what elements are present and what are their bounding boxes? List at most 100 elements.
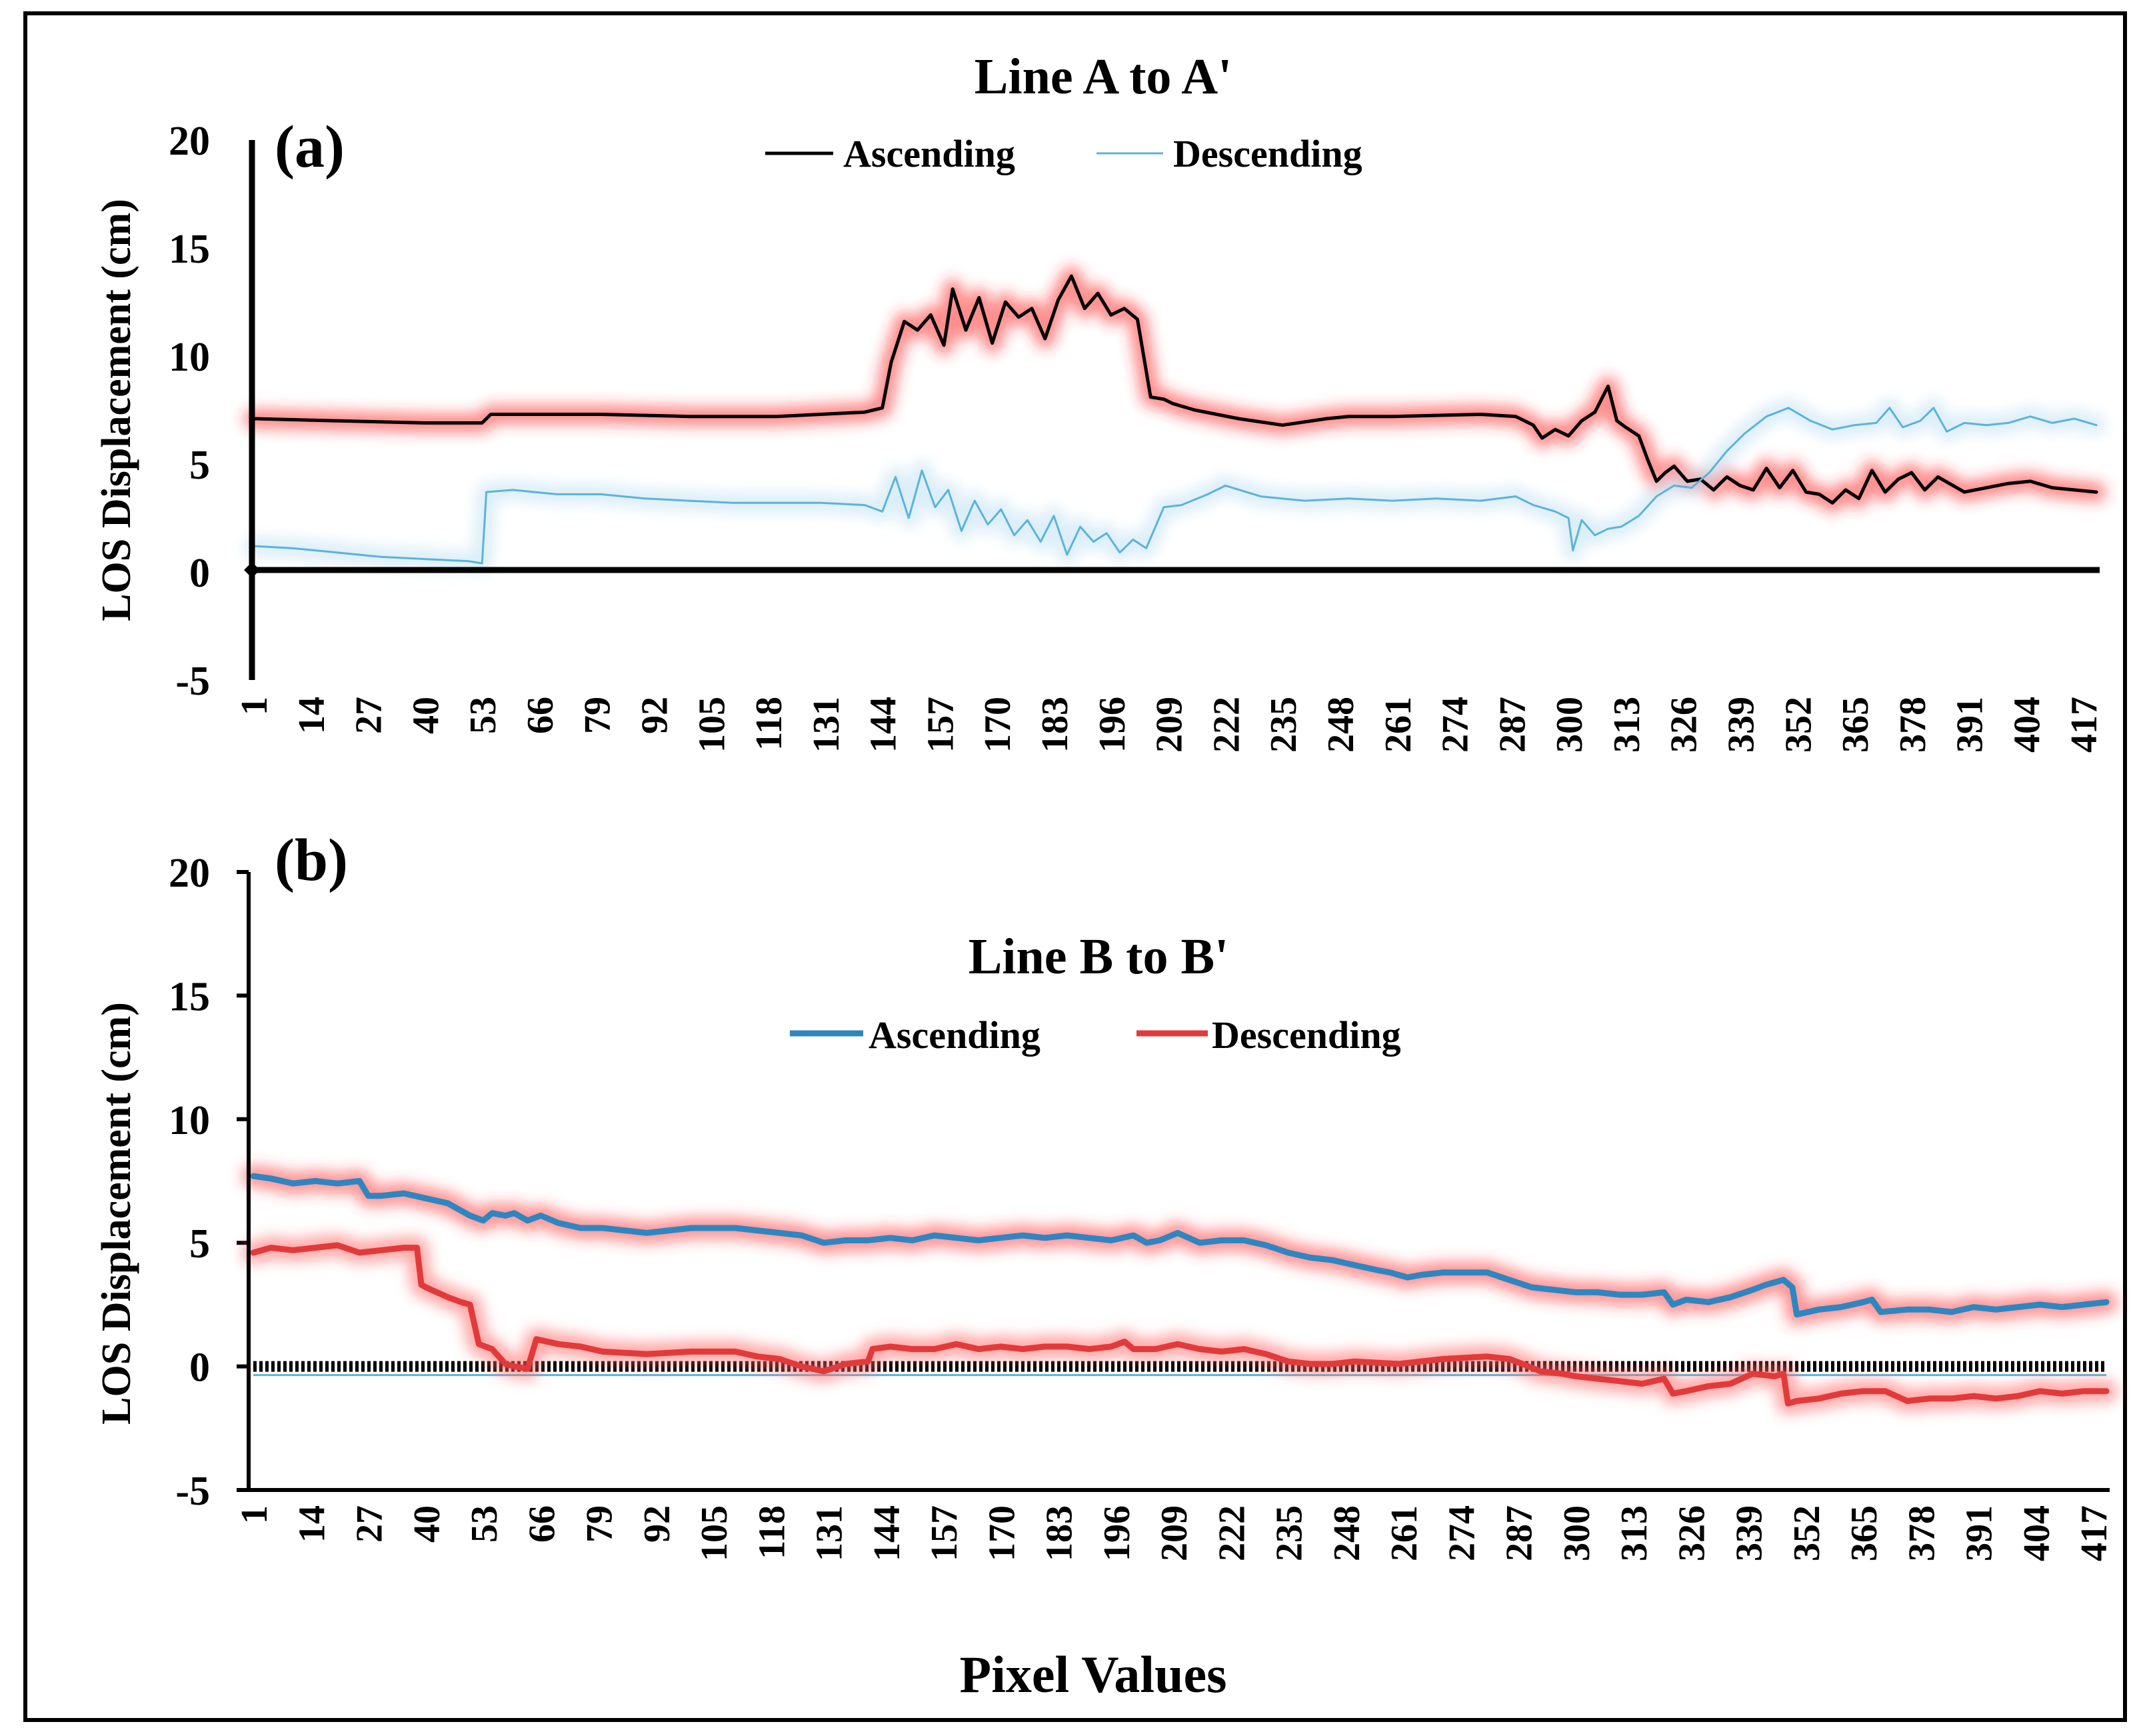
panel-a-origin-marker (244, 562, 260, 578)
panel-b-y-ticks: 20 15 10 5 0 -5 (169, 851, 249, 1514)
x-tick-label: 365 (1835, 697, 1876, 753)
x-tick-label: 300 (1549, 697, 1590, 753)
x-tick-label: 196 (1096, 1505, 1138, 1561)
x-tick-label: 27 (349, 1505, 391, 1543)
x-tick-label: 196 (1092, 697, 1133, 753)
panel-b-title: Line B to B' (969, 929, 1229, 985)
x-tick-label: 274 (1435, 697, 1476, 753)
x-tick-label: 404 (2006, 697, 2048, 753)
x-tick-label: 352 (1786, 1505, 1828, 1561)
x-tick-label: 27 (349, 697, 390, 734)
panel-a: Line A to A' (a) LOS Displacement (cm) A… (94, 49, 2106, 753)
y-tick-label: 15 (169, 227, 210, 272)
x-tick-label: 339 (1729, 1505, 1770, 1561)
x-tick-label: 170 (981, 1505, 1023, 1561)
panel-b-label: (b) (275, 827, 348, 893)
panel-b-x-ticks: 1 14 27 40 53 66 79 92 105 118 131 144 157 170 183 196 2… (234, 1505, 2115, 1561)
x-tick-label: 222 (1211, 1505, 1252, 1561)
y-tick-label: 10 (169, 1098, 210, 1143)
x-tick-label: 40 (407, 1505, 448, 1543)
x-tick-label: 352 (1778, 697, 1819, 753)
series-line-ascending (251, 274, 2098, 505)
x-tick-label: 222 (1206, 697, 1247, 753)
legend-a-descending-label: Descending (1173, 132, 1362, 175)
x-tick-label: 92 (637, 1505, 678, 1543)
x-tick-label: 261 (1384, 1505, 1425, 1561)
x-tick-label: 235 (1269, 1505, 1310, 1561)
x-tick-label: 391 (1950, 697, 1991, 753)
panel-a-x-ticks: 1 14 27 40 53 66 79 92 105 118 131 144 157 170 183 196 2… (234, 697, 2105, 753)
y-tick-label: 20 (169, 119, 210, 164)
series-line-descending (250, 1242, 2110, 1407)
x-tick-label: 131 (806, 697, 847, 753)
x-tick-label: 378 (1892, 697, 1934, 753)
x-tick-label: 209 (1149, 697, 1190, 753)
panel-b-zero-reference (253, 1361, 2106, 1377)
x-tick-label: 365 (1844, 1505, 1885, 1561)
x-tick-label: 66 (520, 697, 561, 734)
x-tick-label: 183 (1035, 697, 1076, 753)
y-tick-label: -5 (175, 1469, 210, 1514)
x-tick-label: 144 (863, 697, 905, 753)
x-tick-label: 378 (1901, 1505, 1942, 1561)
y-tick-label: 20 (169, 851, 210, 896)
legend-b-ascending-label: Ascending (869, 1013, 1041, 1057)
x-axis-label: Pixel Values (960, 1645, 1227, 1703)
x-tick-label: 170 (977, 697, 1019, 753)
y-tick-label: 0 (189, 1345, 210, 1391)
x-tick-label: 248 (1326, 1505, 1368, 1561)
x-tick-label: 209 (1154, 1505, 1195, 1561)
x-tick-label: 14 (291, 697, 333, 734)
x-tick-label: 326 (1671, 1505, 1712, 1561)
panel-a-series-layer (251, 274, 2098, 565)
x-tick-label: 92 (635, 697, 676, 734)
x-tick-label: 14 (291, 1505, 333, 1543)
x-tick-label: 79 (577, 697, 619, 734)
x-tick-label: 131 (809, 1505, 851, 1561)
x-tick-label: 339 (1720, 697, 1762, 753)
panel-b-ylabel: LOS Displacement (cm) (94, 1002, 139, 1425)
legend-b-descending-label: Descending (1212, 1013, 1401, 1057)
panel-b-series-layer (250, 1173, 2110, 1407)
legend-a-ascending-label: Ascending (843, 132, 1015, 175)
x-tick-label: 118 (751, 1505, 793, 1559)
x-tick-label: 248 (1320, 697, 1362, 753)
panel-a-legend: Ascending Descending (765, 132, 1362, 175)
x-tick-label: 105 (691, 697, 733, 753)
y-tick-label: -5 (175, 659, 210, 704)
panel-b-legend: Ascending Descending (790, 1013, 1401, 1057)
y-tick-label: 10 (169, 335, 210, 380)
y-tick-label: 15 (169, 974, 210, 1019)
x-tick-label: 66 (521, 1505, 563, 1543)
x-tick-label: 300 (1556, 1505, 1598, 1561)
series-line-ascending (250, 1173, 2110, 1318)
x-tick-label: 326 (1664, 697, 1705, 753)
panel-a-title: Line A to A' (975, 49, 1232, 105)
x-tick-label: 1 (234, 697, 275, 715)
x-tick-label: 235 (1263, 697, 1304, 753)
panel-b: (b) Line B to B' LOS Displacement (cm) A… (94, 827, 2118, 1561)
x-tick-label: 53 (464, 1505, 505, 1543)
x-tick-label: 118 (749, 697, 790, 751)
x-tick-label: 157 (924, 1505, 965, 1561)
x-tick-label: 157 (920, 697, 961, 753)
panel-a-y-ticks: 20 15 10 5 0 -5 (169, 119, 210, 704)
x-tick-label: 1 (234, 1505, 275, 1524)
x-tick-label: 391 (1959, 1505, 2000, 1561)
y-tick-label: 5 (189, 443, 210, 488)
panel-a-label: (a) (275, 114, 345, 180)
x-tick-label: 287 (1499, 1505, 1540, 1561)
y-tick-label: 5 (189, 1221, 210, 1267)
x-tick-label: 79 (579, 1505, 621, 1543)
x-tick-label: 417 (2064, 697, 2105, 753)
x-tick-label: 404 (2016, 1505, 2058, 1561)
x-tick-label: 40 (405, 697, 447, 734)
x-tick-label: 287 (1492, 697, 1533, 753)
x-tick-label: 183 (1039, 1505, 1080, 1561)
x-tick-label: 274 (1441, 1505, 1482, 1561)
x-tick-label: 144 (867, 1505, 908, 1561)
x-tick-label: 313 (1614, 1505, 1655, 1561)
x-tick-label: 53 (463, 697, 504, 734)
x-tick-label: 417 (2074, 1505, 2115, 1561)
